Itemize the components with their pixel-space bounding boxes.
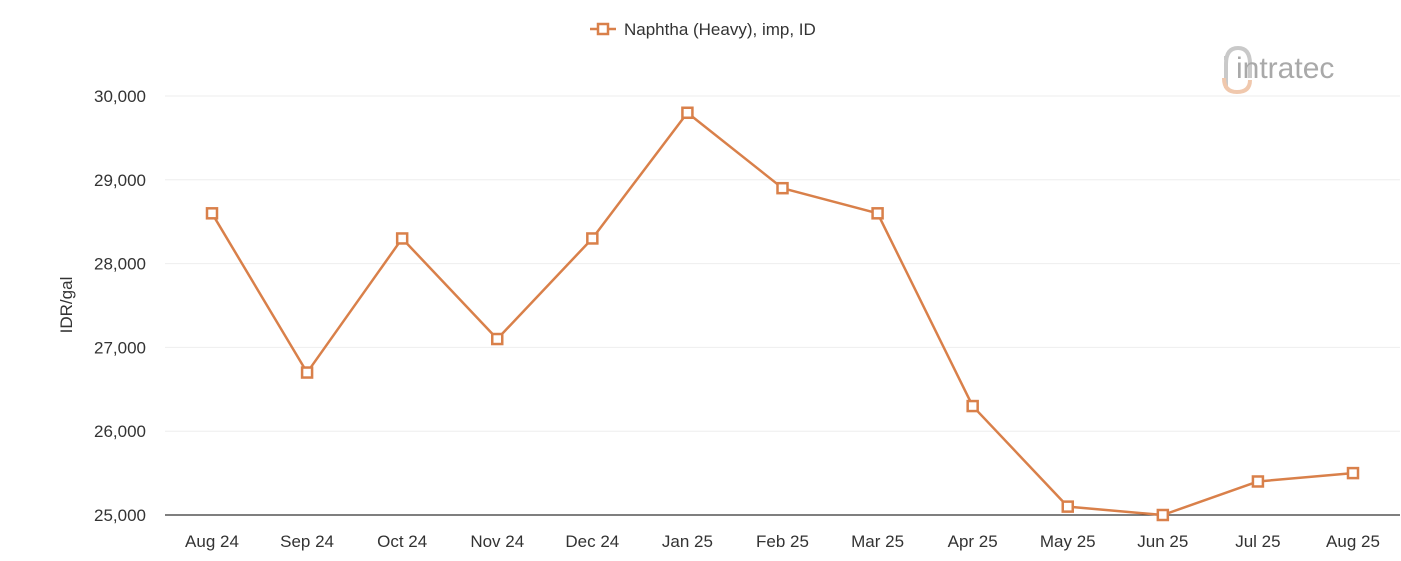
intratec-logo: intratec [1222, 45, 1334, 95]
data-point[interactable] [966, 399, 979, 413]
data-point[interactable] [776, 181, 789, 195]
x-tick-label: Nov 24 [470, 532, 524, 551]
data-point[interactable] [395, 232, 409, 245]
x-tick-label: Mar 25 [851, 532, 904, 551]
intratec-logo-text: intratec [1236, 52, 1334, 85]
legend-label: Naphtha (Heavy), imp, ID [624, 20, 816, 39]
data-point[interactable] [300, 366, 314, 379]
y-tick-label: 30,000 [94, 87, 146, 106]
data-point[interactable] [586, 232, 599, 245]
legend[interactable]: Naphtha (Heavy), imp, ID [590, 20, 816, 39]
y-tick-label: 27,000 [94, 338, 146, 357]
y-axis-title: IDR/gal [57, 277, 76, 334]
data-point[interactable] [1251, 475, 1265, 488]
data-point[interactable] [1061, 500, 1074, 513]
data-point[interactable] [1346, 466, 1360, 480]
x-tick-label: Dec 24 [565, 532, 619, 551]
data-point[interactable] [871, 207, 884, 220]
x-tick-label: Feb 25 [756, 532, 809, 551]
x-tick-label: May 25 [1040, 532, 1096, 551]
data-point[interactable] [491, 332, 504, 346]
data-point[interactable] [681, 106, 694, 120]
intratec-logo-icon [1222, 45, 1252, 95]
y-axis-ticks: 25,000 26,000 27,000 28,000 29,000 30,000 [94, 87, 146, 525]
series [205, 106, 1360, 522]
x-axis-ticks: Aug 24 Sep 24 Oct 24 Nov 24 Dec 24 Jan 25 Feb … [185, 532, 1380, 551]
x-tick-label: Jul 25 [1235, 532, 1280, 551]
y-tick-label: 25,000 [94, 506, 146, 525]
x-tick-label: Sep 24 [280, 532, 334, 551]
x-tick-label: Jan 25 [662, 532, 713, 551]
x-tick-label: Oct 24 [377, 532, 427, 551]
legend-marker [596, 22, 610, 36]
y-tick-label: 28,000 [94, 255, 146, 274]
grid [165, 95, 1400, 432]
x-tick-label: Aug 24 [185, 532, 239, 551]
x-tick-label: Aug 25 [1326, 532, 1380, 551]
series-line [210, 111, 1354, 517]
y-tick-label: 26,000 [94, 422, 146, 441]
data-point[interactable] [1156, 508, 1170, 522]
y-tick-label: 29,000 [94, 171, 146, 190]
x-tick-label: Apr 25 [948, 532, 998, 551]
data-point[interactable] [205, 207, 219, 220]
x-tick-label: Jun 25 [1137, 532, 1188, 551]
